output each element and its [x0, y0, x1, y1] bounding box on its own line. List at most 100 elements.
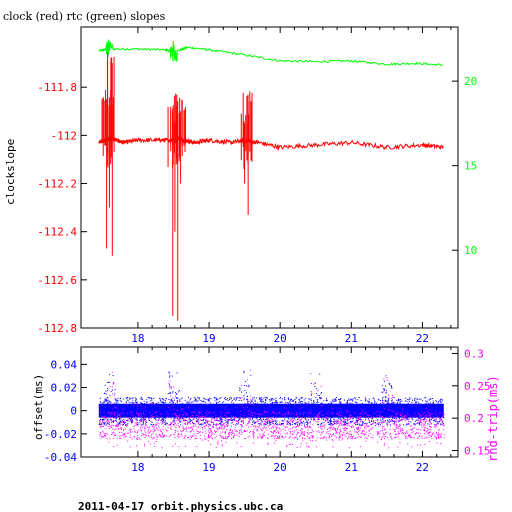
roundtrip-point — [118, 414, 120, 415]
roundtrip-point — [423, 429, 425, 430]
roundtrip-point — [337, 428, 339, 430]
roundtrip-point — [379, 415, 381, 416]
roundtrip-point — [395, 436, 397, 438]
offset-point — [126, 409, 128, 411]
offset-point — [223, 416, 225, 418]
roundtrip-point — [129, 437, 131, 438]
roundtrip-point — [264, 426, 265, 428]
offset-point — [202, 413, 204, 414]
offset-point — [282, 420, 284, 422]
offset-point — [123, 411, 125, 413]
offset-point — [147, 416, 148, 418]
roundtrip-point — [383, 426, 385, 427]
roundtrip-point — [322, 414, 324, 416]
roundtrip-point — [385, 436, 387, 438]
roundtrip-point — [267, 438, 269, 440]
offset-point — [393, 416, 395, 418]
offset-point — [119, 406, 121, 408]
roundtrip-point — [429, 415, 431, 417]
roundtrip-point — [187, 420, 189, 422]
offset-point — [236, 412, 238, 414]
roundtrip-point — [413, 437, 415, 439]
roundtrip-point — [367, 425, 369, 427]
offset-point — [328, 421, 330, 423]
offset-point — [143, 406, 145, 408]
offset-point — [430, 402, 432, 404]
offset-point — [414, 416, 416, 418]
offset-point — [422, 408, 423, 410]
offset-point — [387, 400, 389, 402]
offset-point — [261, 399, 263, 401]
offset-point — [258, 419, 260, 420]
offset-point — [281, 409, 283, 411]
offset-point — [387, 411, 389, 413]
roundtrip-point — [354, 412, 356, 413]
offset-point — [302, 410, 304, 412]
offset-point — [313, 408, 315, 410]
offset-point — [374, 403, 375, 405]
offset-point — [405, 424, 407, 426]
roundtrip-point — [255, 417, 257, 419]
roundtrip-point — [250, 395, 252, 397]
offset-point — [104, 384, 106, 386]
offset-point — [144, 411, 146, 413]
offset-point — [123, 421, 124, 422]
roundtrip-point — [305, 426, 307, 428]
roundtrip-point — [348, 422, 350, 424]
roundtrip-point — [375, 420, 377, 421]
offset-point — [127, 420, 129, 422]
offset-point — [228, 419, 230, 421]
roundtrip-point — [283, 407, 285, 409]
offset-point — [411, 408, 413, 410]
roundtrip-point — [176, 409, 178, 411]
offset-point — [182, 419, 184, 421]
roundtrip-point — [257, 426, 259, 427]
roundtrip-point — [163, 436, 165, 438]
offset-point — [109, 406, 111, 407]
offset-point — [225, 403, 227, 405]
roundtrip-point — [208, 428, 210, 430]
offset-point — [441, 415, 443, 417]
offset-point — [371, 420, 373, 422]
roundtrip-point — [208, 436, 209, 437]
offset-point — [323, 411, 325, 413]
offset-point — [140, 411, 142, 413]
roundtrip-point — [188, 407, 189, 408]
offset-point — [244, 413, 246, 415]
offset-point — [306, 411, 308, 413]
offset-point — [196, 409, 198, 411]
roundtrip-point — [224, 437, 226, 439]
offset-point — [435, 404, 437, 406]
roundtrip-point — [117, 411, 119, 413]
offset-point — [340, 419, 342, 421]
roundtrip-point — [188, 418, 190, 420]
offset-point — [369, 413, 371, 415]
roundtrip-point — [150, 420, 152, 422]
offset-point — [303, 422, 305, 424]
offset-point — [377, 410, 379, 412]
offset-point — [141, 416, 142, 418]
offset-point — [434, 412, 435, 414]
roundtrip-point — [397, 431, 399, 433]
offset-point — [343, 417, 344, 419]
offset-point — [352, 405, 354, 407]
roundtrip-point — [181, 435, 183, 437]
offset-point — [99, 405, 101, 407]
roundtrip-point — [417, 444, 419, 446]
offset-point — [439, 417, 441, 419]
offset-point — [198, 398, 200, 400]
roundtrip-point — [124, 421, 126, 423]
offset-point — [105, 398, 107, 400]
offset-point — [229, 405, 231, 407]
roundtrip-point — [253, 428, 255, 430]
roundtrip-point — [429, 424, 431, 426]
offset-point — [275, 400, 277, 402]
offset-point — [117, 407, 119, 409]
offset-point — [391, 387, 393, 389]
offset-point — [115, 403, 117, 405]
roundtrip-point — [311, 393, 313, 395]
roundtrip-point — [437, 422, 439, 424]
offset-point — [165, 423, 167, 425]
offset-point — [219, 413, 221, 415]
offset-point — [117, 409, 119, 411]
